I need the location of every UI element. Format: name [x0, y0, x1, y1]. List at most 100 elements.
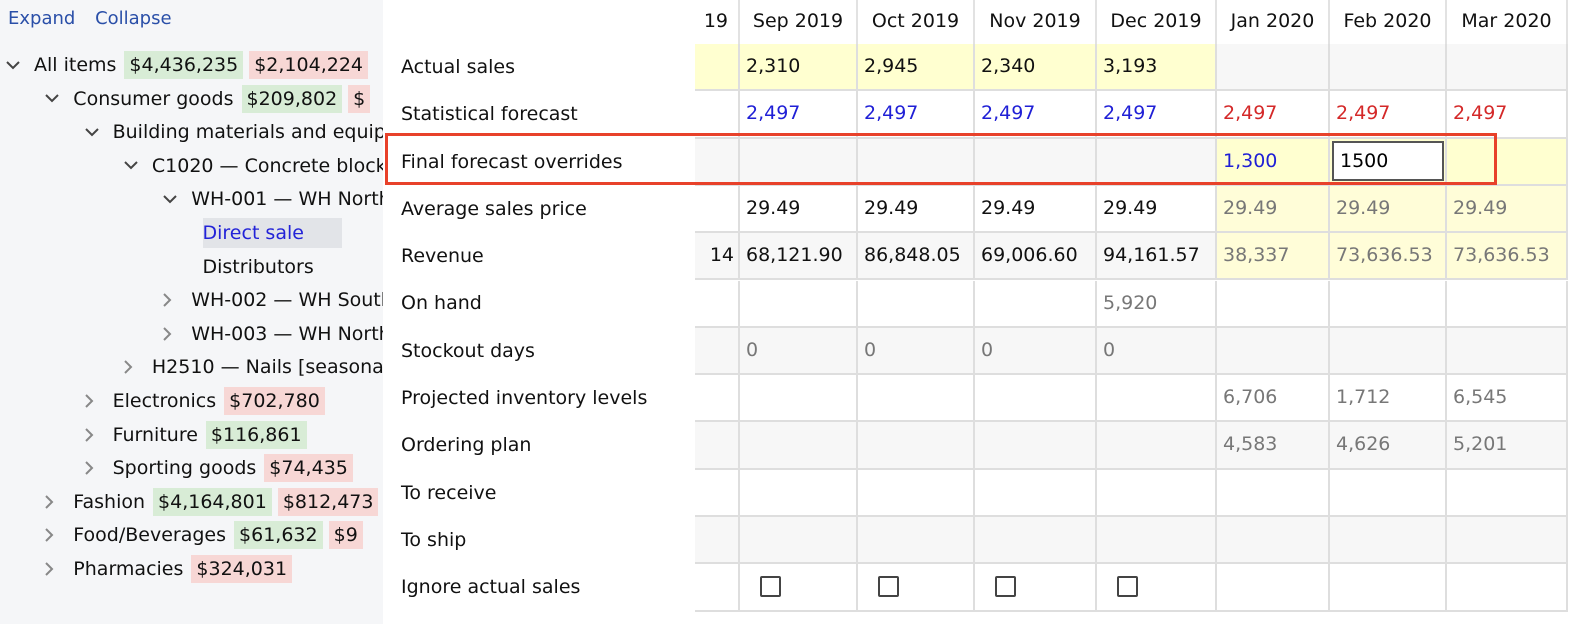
grid-cell[interactable] — [1447, 138, 1568, 186]
grid-cell[interactable]: 1,300 — [1217, 138, 1330, 186]
chevron-down-icon[interactable] — [45, 94, 67, 103]
column-header: Oct 2019 — [858, 0, 975, 44]
tree-node-label[interactable]: Food/Beverages — [73, 524, 227, 547]
grid-cell: 2,497 — [975, 91, 1097, 139]
tree-node[interactable]: Sporting goods $74,435 — [84, 453, 359, 483]
grid-cell — [1330, 469, 1447, 517]
grid-cell — [695, 138, 740, 186]
grid-cell — [1097, 138, 1217, 186]
grid-cell: 2,497 — [1447, 91, 1568, 139]
grid-cell — [1097, 564, 1217, 612]
tree-node[interactable]: Direct sale — [202, 218, 350, 248]
chevron-down-icon[interactable] — [124, 161, 146, 170]
tree-node[interactable]: Electronics $702,780 — [84, 386, 331, 416]
grid-cell: 2,340 — [975, 44, 1097, 92]
tree-node-label[interactable]: WH-003 — WH North-East — [191, 322, 383, 345]
tree-node[interactable]: WH-001 — WH North — [163, 184, 383, 214]
row-label: Ignore actual sales — [401, 576, 581, 599]
grid-cell[interactable] — [1330, 138, 1447, 186]
grid-cell: 6,545 — [1447, 375, 1568, 423]
forecast-grid: 19 Sep 2019 Oct 2019 Nov 2019 Dec 2019 Jan 20… — [695, 0, 1586, 624]
tree-node-label[interactable]: WH-001 — WH North — [191, 188, 383, 211]
expand-link[interactable]: Expand — [8, 8, 76, 29]
tree-node[interactable]: Fashion $4,164,801 $812,473 — [45, 487, 383, 517]
override-input[interactable] — [1332, 141, 1444, 182]
tree-node[interactable]: Furniture $116,861 — [84, 420, 313, 450]
grid-cell: 1,712 — [1330, 375, 1447, 423]
grid-cell — [858, 422, 975, 470]
tree-node[interactable]: All items $4,436,235 $2,104,224 — [6, 50, 374, 80]
row-label: Final forecast overrides — [401, 150, 623, 173]
grid-row: 4,583 4,626 5,201 — [695, 422, 1568, 470]
tree-node-label[interactable]: Furniture — [112, 423, 198, 446]
grid-cell — [1447, 564, 1568, 612]
tree-node[interactable]: Food/Beverages $61,632 $9 — [45, 520, 369, 550]
tree-node-label[interactable]: Building materials and equipment — [112, 121, 383, 144]
ignore-actual-sales-checkbox[interactable] — [760, 576, 781, 598]
tree-node[interactable]: Distributors — [203, 252, 322, 282]
tree-node-label[interactable]: Distributors — [202, 255, 314, 278]
chevron-down-icon[interactable] — [163, 195, 185, 204]
chevron-down-icon[interactable] — [84, 127, 107, 137]
tree-node[interactable]: Consumer goods $209,802 $ — [45, 84, 376, 114]
chevron-down-icon[interactable] — [6, 60, 28, 70]
grid-cell — [1330, 564, 1447, 612]
grid-cell: 2,497 — [1097, 91, 1217, 139]
chevron-right-icon[interactable] — [45, 495, 67, 509]
negative-value-badge: $324,031 — [191, 555, 293, 583]
chevron-right-icon[interactable] — [84, 461, 107, 475]
tree-node[interactable]: H2510 — Nails [seasonal] — [124, 352, 383, 382]
grid-cell: 4,626 — [1330, 422, 1447, 470]
chevron-right-icon[interactable] — [45, 562, 67, 576]
tree-node-label[interactable]: Sporting goods — [112, 457, 257, 480]
chevron-right-icon[interactable] — [45, 528, 67, 543]
tree-node-label[interactable]: WH-002 — WH South — [191, 289, 383, 312]
ignore-actual-sales-checkbox[interactable] — [1117, 576, 1138, 598]
ignore-actual-sales-checkbox[interactable] — [995, 576, 1016, 598]
grid-cell — [1330, 280, 1447, 328]
chevron-right-icon[interactable] — [163, 293, 185, 307]
row-label: Average sales price — [401, 197, 587, 220]
grid-cell: 73,636.53 — [1447, 233, 1568, 281]
tree-node[interactable]: WH-002 — WH South — [163, 285, 383, 315]
tree-node[interactable]: Pharmacies $324,031 — [45, 554, 298, 584]
grid-cell: 29.49 — [975, 185, 1097, 234]
positive-value-badge: $4,436,235 — [124, 51, 244, 79]
grid-row: 5,920 — [695, 280, 1568, 328]
tree-node-label[interactable]: Consumer goods — [73, 87, 234, 110]
column-header: Feb 2020 — [1330, 0, 1447, 44]
tree-node[interactable]: C1020 — Concrete blocks — [124, 151, 383, 181]
grid-cell — [975, 138, 1097, 186]
tree-node-label[interactable]: Direct sale — [202, 218, 342, 248]
chevron-right-icon[interactable] — [124, 360, 146, 375]
grid-cell — [695, 469, 740, 517]
tree-node-label[interactable]: All items — [34, 54, 117, 76]
tree-node-label[interactable]: Electronics — [112, 390, 217, 412]
tree-node[interactable]: WH-003 — WH North-East — [163, 319, 383, 349]
tree-node-label[interactable]: H2510 — Nails [seasonal] — [151, 356, 383, 379]
grid-cell — [858, 138, 975, 186]
row-label: Stockout days — [401, 339, 535, 362]
row-label: On hand — [401, 292, 482, 315]
grid-cell: 69,006.60 — [975, 233, 1097, 281]
chevron-right-icon[interactable] — [163, 327, 185, 341]
grid-cell — [858, 280, 975, 328]
tree-node-label[interactable]: Fashion — [73, 490, 146, 513]
grid-cell: 2,310 — [740, 44, 858, 92]
tree-node[interactable]: Building materials and equipment — [84, 117, 383, 147]
grid-cell — [1097, 469, 1217, 517]
ignore-actual-sales-checkbox[interactable] — [878, 576, 899, 598]
grid-cell — [858, 469, 975, 517]
grid-cell: 2,497 — [740, 91, 858, 139]
chevron-right-icon[interactable] — [84, 427, 107, 442]
grid-cell: 5,201 — [1447, 422, 1568, 470]
tree-node-label[interactable]: C1020 — Concrete blocks — [151, 154, 383, 177]
grid-cell — [1447, 327, 1568, 376]
row-label: Statistical forecast — [401, 103, 578, 126]
grid-cell — [975, 517, 1097, 565]
collapse-link[interactable]: Collapse — [95, 8, 172, 29]
tree-node-label[interactable]: Pharmacies — [73, 558, 184, 580]
chevron-right-icon[interactable] — [84, 394, 107, 408]
grid-cell — [695, 44, 740, 92]
